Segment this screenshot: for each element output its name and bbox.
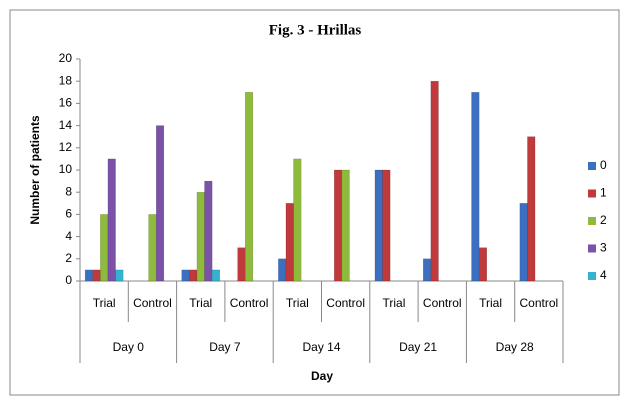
bar — [278, 258, 287, 282]
group-label: Day 14 — [302, 340, 340, 354]
legend-label: 1 — [600, 186, 607, 200]
y-tick-label: 2 — [65, 251, 72, 265]
bar — [382, 169, 391, 282]
x-axis-title: Day — [311, 369, 333, 383]
y-tick-label: 20 — [59, 51, 73, 65]
bar — [211, 269, 220, 282]
bar — [92, 269, 101, 282]
x-tick-label: Trial — [286, 296, 309, 310]
y-tick-label: 10 — [59, 162, 73, 176]
bar — [519, 203, 528, 282]
bar — [181, 269, 190, 282]
legend-label: 2 — [600, 213, 607, 227]
bar — [245, 92, 254, 282]
bar — [148, 214, 157, 282]
x-tick-label: Trial — [93, 296, 116, 310]
x-tick-label: Control — [326, 296, 365, 310]
group-label: Day 7 — [209, 340, 241, 354]
bar — [423, 258, 432, 282]
x-tick-label: Trial — [479, 296, 502, 310]
bar — [334, 169, 343, 282]
bar — [204, 180, 213, 282]
legend-swatch — [588, 162, 596, 170]
bar — [237, 247, 246, 282]
bar — [341, 169, 350, 282]
group-label: Day 21 — [399, 340, 437, 354]
y-tick-label: 18 — [59, 73, 73, 87]
bar — [115, 269, 124, 282]
legend-swatch — [588, 272, 596, 280]
chart-title: Fig. 3 - Hrillas — [269, 22, 362, 38]
bar — [100, 214, 109, 282]
bar — [374, 169, 383, 282]
bar — [471, 92, 480, 282]
y-tick-label: 6 — [65, 207, 72, 221]
bar — [285, 203, 294, 282]
bar — [156, 125, 165, 282]
y-tick-label: 8 — [65, 184, 72, 198]
bar — [107, 158, 116, 282]
y-tick-label: 16 — [59, 96, 73, 110]
legend-swatch — [588, 217, 596, 225]
bar — [430, 80, 439, 282]
group-label: Day 28 — [496, 340, 534, 354]
x-tick-label: Control — [230, 296, 269, 310]
bar — [189, 269, 198, 282]
x-tick-label: Control — [520, 296, 559, 310]
y-tick-label: 12 — [59, 140, 73, 154]
y-axis-title: Number of patients — [28, 115, 42, 225]
group-label: Day 0 — [113, 340, 145, 354]
x-tick-label: Trial — [189, 296, 212, 310]
bar — [84, 269, 94, 282]
x-tick-label: Control — [133, 296, 172, 310]
legend-swatch — [588, 189, 596, 198]
y-tick-label: 0 — [65, 273, 72, 287]
x-tick-label: Control — [423, 296, 462, 310]
y-tick-label: 14 — [59, 118, 73, 132]
bar — [293, 158, 302, 282]
bar — [478, 247, 487, 282]
bar — [527, 136, 536, 282]
legend-swatch — [588, 244, 596, 253]
legend-label: 3 — [600, 241, 607, 255]
x-tick-label: Trial — [383, 296, 406, 310]
y-tick-label: 4 — [65, 229, 72, 243]
legend-label: 0 — [600, 158, 607, 172]
legend-label: 4 — [600, 268, 607, 282]
bar — [196, 191, 205, 282]
